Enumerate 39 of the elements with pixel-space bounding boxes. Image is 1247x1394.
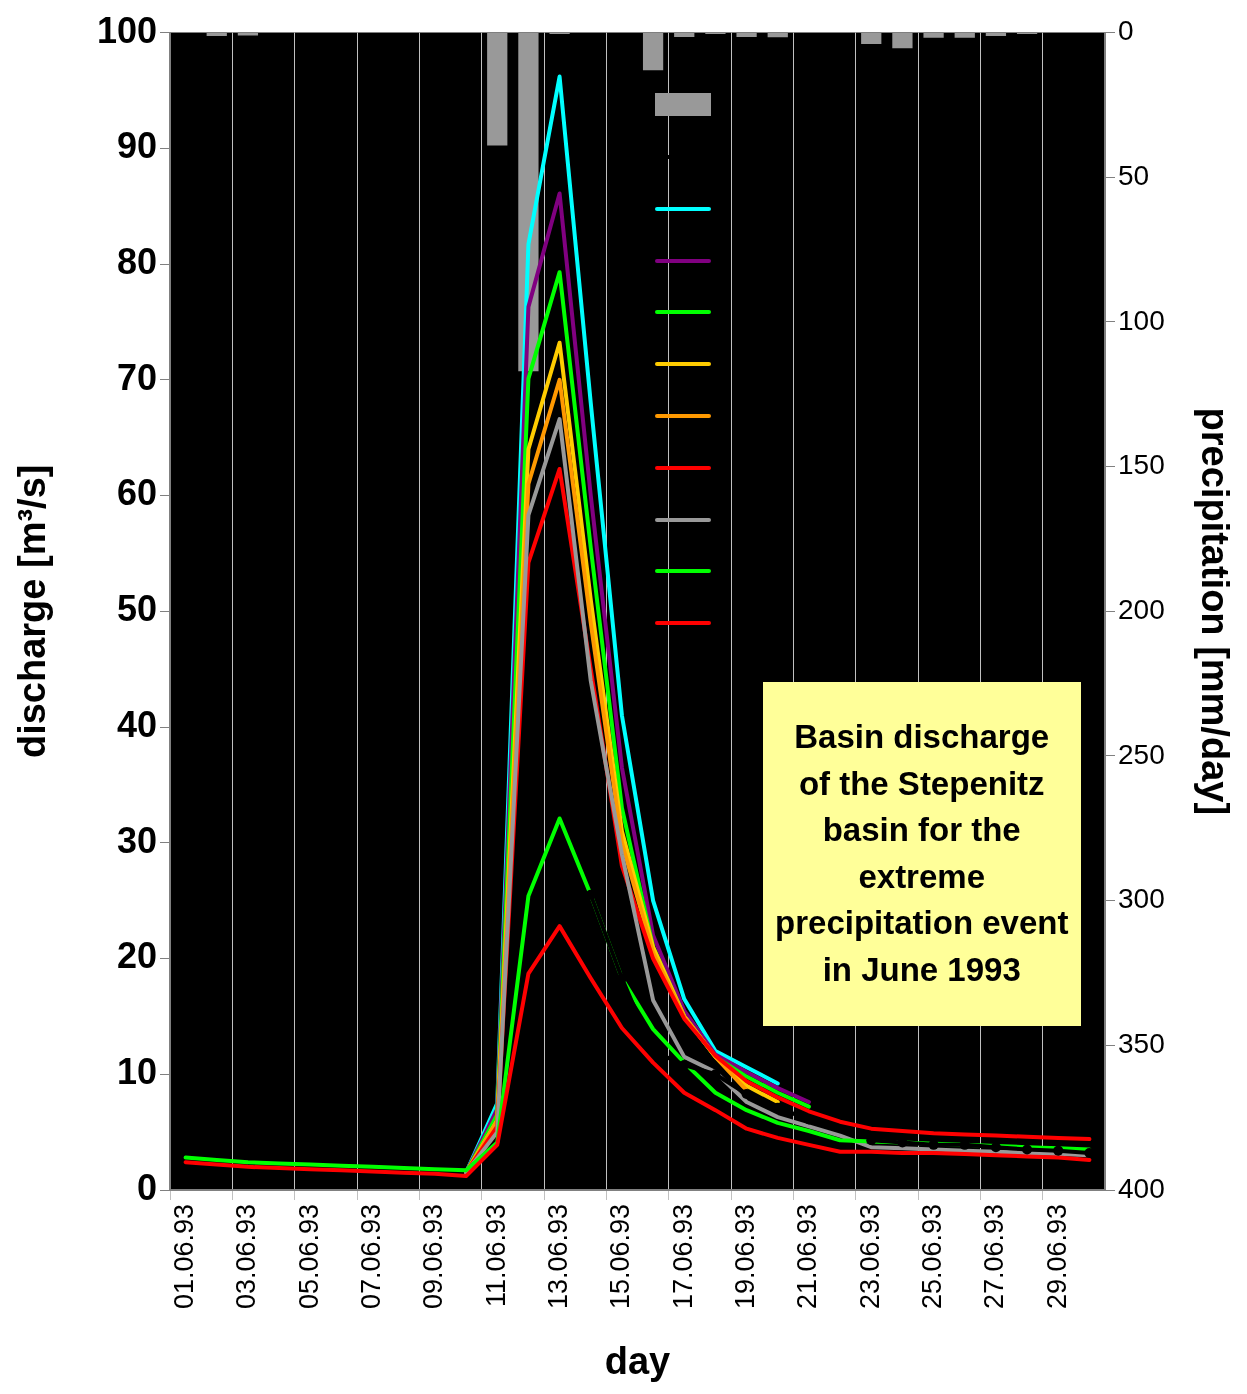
- y-tick-label: 60: [116, 472, 157, 514]
- y-tick-label: 0: [136, 1166, 157, 1208]
- x-tick-label: 17.06.93: [667, 1204, 698, 1310]
- x-tick-label: 15.06.93: [605, 1204, 636, 1310]
- annotation: Basin discharge of the Stepenitz basin for the extreme precipitation event in June 1993: [774, 717, 1069, 990]
- y2-tick-label: 150: [1118, 449, 1165, 481]
- y2-axis-title: precipitation [mm/day]: [1193, 407, 1236, 816]
- x-tick-label: 09.06.93: [418, 1204, 449, 1310]
- x-axis-title: day: [604, 1339, 671, 1382]
- x-tick-label: 27.06.93: [979, 1204, 1010, 1310]
- y-axis-title: discharge [m³/s]: [11, 464, 54, 759]
- y2-tick-label: 350: [1118, 1028, 1165, 1060]
- y-tick-label: 30: [116, 819, 157, 861]
- x-tick-label: 05.06.93: [293, 1204, 324, 1310]
- x-tick-label: 03.06.93: [231, 1204, 262, 1310]
- y-tick-label: 40: [116, 703, 157, 745]
- y-tick-label: 50: [116, 588, 157, 630]
- y2-tick-label: 300: [1118, 883, 1165, 915]
- x-tick-label: 25.06.93: [917, 1204, 948, 1310]
- y2-tick-label: 100: [1118, 304, 1165, 336]
- x-tick-label: 29.06.93: [1041, 1204, 1072, 1310]
- x-tick-label: 21.06.93: [792, 1204, 823, 1310]
- y-tick-label: 80: [116, 241, 157, 282]
- y-tick-label: 10: [116, 1051, 157, 1093]
- y2-tick-label: 250: [1118, 738, 1165, 770]
- y2-tick-label: 400: [1118, 1172, 1165, 1204]
- y2-tick-label: 200: [1118, 594, 1165, 626]
- x-tick-label: 11.06.93: [480, 1204, 511, 1308]
- y-tick-label: 20: [116, 935, 157, 977]
- y-tick-label: 70: [116, 356, 157, 398]
- x-tick-label: 23.06.93: [854, 1204, 885, 1310]
- y2-tick-label: 0: [1118, 15, 1134, 47]
- y-tick-label: 90: [116, 125, 157, 167]
- x-tick-label: 01.06.93: [169, 1204, 200, 1310]
- y-tick-label: 100: [96, 9, 157, 51]
- x-tick-label: 13.06.93: [543, 1204, 574, 1310]
- x-tick-label: 19.06.93: [730, 1204, 761, 1310]
- y2-tick-label: 50: [1118, 159, 1150, 191]
- x-tick-label: 07.06.93: [356, 1204, 387, 1310]
